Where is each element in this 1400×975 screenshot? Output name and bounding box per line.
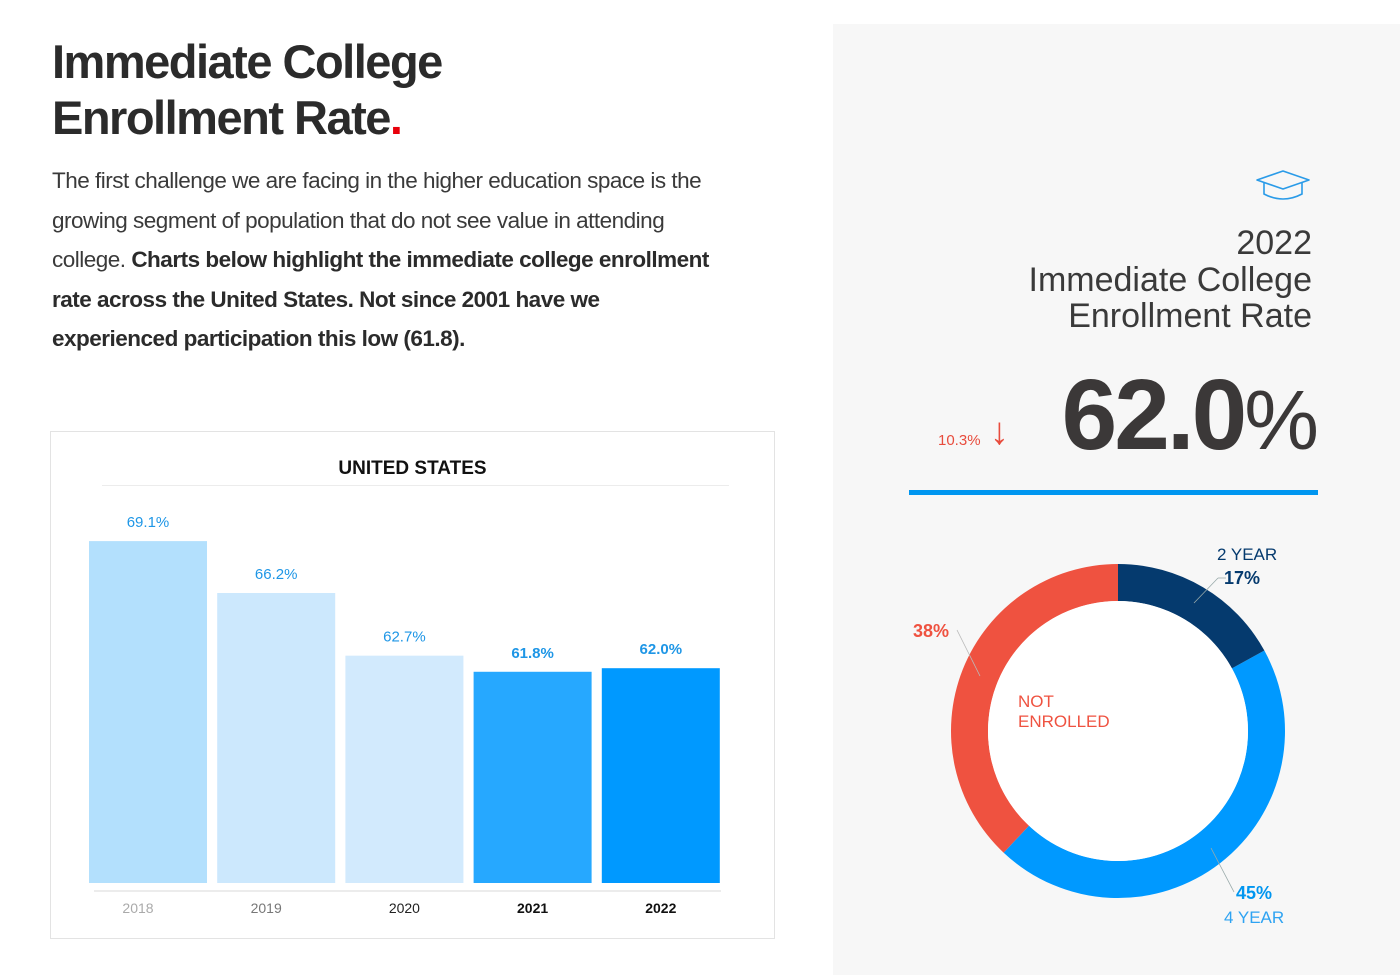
accent-divider xyxy=(909,490,1318,495)
x-tick-label: 2020 xyxy=(389,900,420,916)
stat-unit: % xyxy=(1244,373,1319,467)
title-accent-dot: . xyxy=(389,91,403,144)
page-title: Immediate College Enrollment Rate. xyxy=(52,34,443,146)
label-2-year-value: 17% xyxy=(1224,568,1261,588)
stat-name-line-1: Immediate College xyxy=(1028,261,1312,299)
intro-paragraph: The first challenge we are facing in the… xyxy=(52,161,712,359)
graduation-cap-icon xyxy=(1256,170,1310,200)
bar-chart-card: UNITED STATES 69.1% 2018 66.2% 2019 62.7% 202… xyxy=(50,431,775,939)
label-4-year-name: 4 YEAR xyxy=(1224,908,1285,927)
x-tick-label: 2019 xyxy=(251,900,282,916)
leader-line-2-year xyxy=(1193,577,1219,604)
x-tick-label: 2018 xyxy=(122,900,153,916)
arrow-down-icon: ↓ xyxy=(990,411,1009,453)
donut-slice-2-year xyxy=(1118,564,1265,669)
bar-value-label: 69.1% xyxy=(127,514,170,531)
intro-bold-text: Charts below highlight the immediate col… xyxy=(52,247,709,351)
leader-line-not-enrolled xyxy=(956,629,981,677)
change-value: 10.3% xyxy=(938,432,981,449)
bar-2019 xyxy=(217,593,336,883)
bar-2021 xyxy=(473,671,592,883)
title-line-1: Immediate College xyxy=(52,35,443,88)
donut-hole xyxy=(988,601,1248,861)
bar-2020 xyxy=(345,655,464,883)
title-divider xyxy=(102,485,729,486)
label-2-year-name: 2 YEAR xyxy=(1217,545,1278,564)
stat-value: 62.0% xyxy=(1061,358,1319,473)
title-line-2: Enrollment Rate xyxy=(52,91,391,144)
chart-title: UNITED STATES xyxy=(338,458,487,479)
label-not-enrolled-name: NOT ENROLLED xyxy=(1018,692,1110,731)
stat-name: Immediate College Enrollment Rate xyxy=(892,262,1312,334)
bar-value-label: 62.7% xyxy=(383,629,426,646)
stat-year: 2022 xyxy=(1236,224,1312,262)
bar-2022 xyxy=(601,668,720,883)
bar-2018 xyxy=(89,541,207,883)
intro-plain-text: The first challenge we are facing in the… xyxy=(52,168,702,272)
stat-name-line-2: Enrollment Rate xyxy=(1068,297,1312,335)
label-4-year-value: 45% xyxy=(1236,883,1273,903)
x-tick-label: 2022 xyxy=(645,900,676,916)
bar-value-label: 61.8% xyxy=(511,645,554,662)
leader-line-4-year xyxy=(1210,847,1235,893)
donut-chart xyxy=(951,564,1285,898)
bar-value-label: 66.2% xyxy=(255,566,298,583)
label-not-enrolled-value: 38% xyxy=(913,621,950,641)
bar-chart: 69.1% 2018 66.2% 2019 62.7% 2020 61.8% 2021 62.0… xyxy=(89,514,721,916)
x-tick-label: 2021 xyxy=(517,900,548,916)
bar-value-label: 62.0% xyxy=(640,641,683,658)
donut-slice-not-enrolled xyxy=(951,564,1118,853)
donut-slice-4-year xyxy=(1003,650,1285,898)
stat-number: 62.0 xyxy=(1061,359,1248,471)
